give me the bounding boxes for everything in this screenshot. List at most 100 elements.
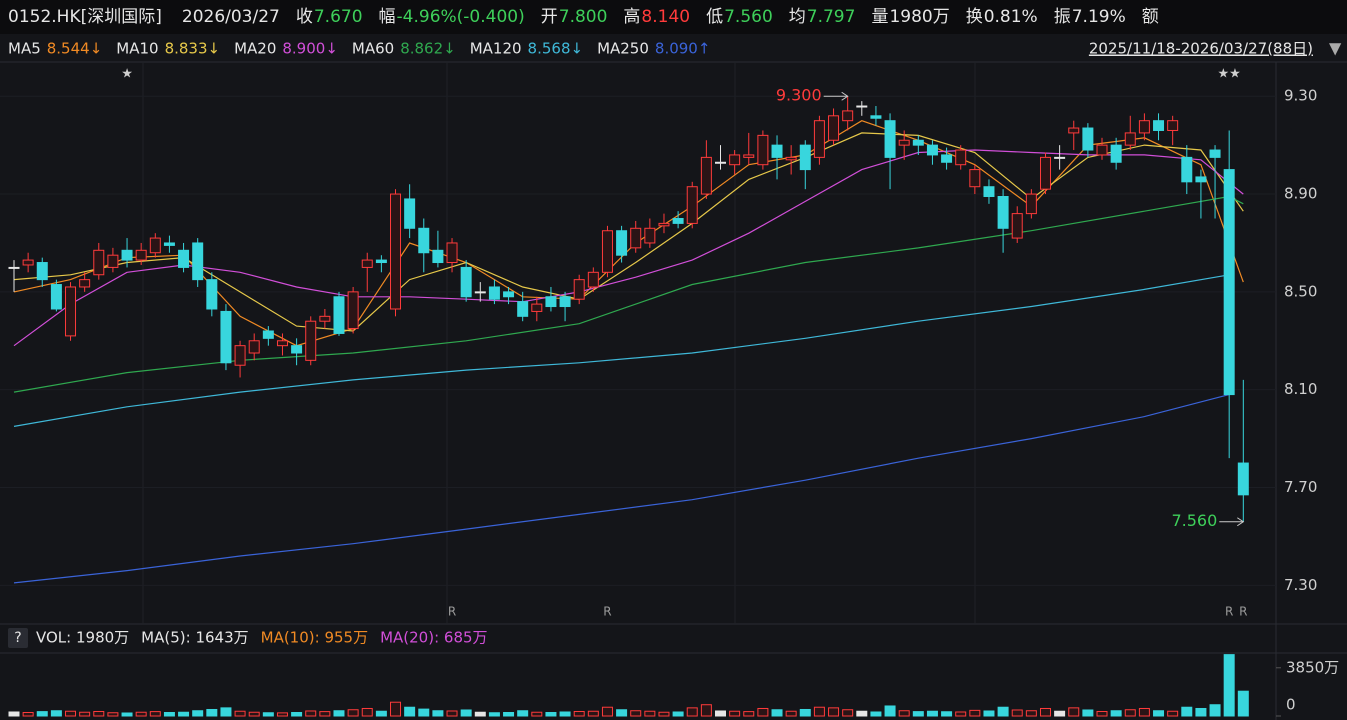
volume-bar xyxy=(107,712,119,717)
candle-body xyxy=(234,345,246,366)
volume-bar xyxy=(601,706,613,717)
candle-body xyxy=(983,186,995,197)
volume-bar xyxy=(220,707,232,717)
candle-body xyxy=(955,149,967,166)
volume-bar xyxy=(630,710,642,717)
candle-body xyxy=(390,193,402,310)
volume-bar xyxy=(828,707,840,717)
ma-name: MA60 xyxy=(352,40,394,58)
ma-value: 8.568↓ xyxy=(528,40,584,58)
annotation: 9.300 xyxy=(776,86,822,105)
volume-bar xyxy=(842,709,854,717)
volume-bar xyxy=(799,708,811,717)
candle-body xyxy=(1068,127,1080,134)
candle-body xyxy=(941,154,953,163)
candle-body xyxy=(8,266,20,269)
candle-body xyxy=(1096,144,1108,156)
vol-legend: MA(20): 685万 xyxy=(380,629,487,647)
candle-body xyxy=(305,320,317,361)
volume-bar xyxy=(658,711,670,717)
candle-body xyxy=(573,279,585,300)
volume-bar xyxy=(1025,710,1037,717)
volume-bar xyxy=(997,706,1009,717)
candle-body xyxy=(517,301,529,317)
volume-bar xyxy=(121,712,133,717)
volume-bar xyxy=(1039,707,1051,717)
candle-body xyxy=(149,237,161,254)
volume-bar xyxy=(700,704,712,717)
candle-body xyxy=(1011,213,1023,239)
volume-bar xyxy=(1153,710,1165,717)
candle-body xyxy=(799,144,811,171)
volume-bar xyxy=(870,711,882,717)
ma-name: MA5 xyxy=(8,40,41,58)
volume-bar xyxy=(1195,707,1207,717)
volume-bar xyxy=(1167,710,1179,717)
candle-body xyxy=(488,286,500,300)
symbol: 0152.HK[深圳国际] xyxy=(8,7,162,27)
candle-body xyxy=(601,230,613,273)
volume-bar xyxy=(531,711,543,717)
volume-bar xyxy=(488,712,500,717)
volume-bar xyxy=(1237,690,1249,717)
quote-label: 高 xyxy=(623,7,640,27)
volume-bar xyxy=(715,710,726,717)
quote-value: 7.560 xyxy=(724,7,773,27)
volume-bar xyxy=(333,710,345,717)
volume-bar xyxy=(1209,704,1221,717)
volume-bar xyxy=(926,710,938,717)
volume-bar xyxy=(545,711,557,717)
volume-bar xyxy=(686,707,698,717)
candle-body xyxy=(375,259,387,264)
volume-bar xyxy=(912,711,924,717)
candle-body xyxy=(1054,156,1066,159)
candle-body xyxy=(771,144,783,158)
volume-bar xyxy=(941,711,953,717)
volume-bar xyxy=(1124,709,1136,717)
candle-body xyxy=(785,156,797,161)
top-mark: ★★ xyxy=(1218,67,1241,82)
quote-label: 量 xyxy=(871,7,888,27)
volume-bar xyxy=(234,710,246,717)
candle-body xyxy=(503,291,515,298)
y-tick-label: 8.10 xyxy=(1284,380,1317,398)
y-tick-label: 3850万 xyxy=(1286,658,1339,676)
candle-body xyxy=(276,340,288,347)
candle-body xyxy=(1039,156,1051,190)
volume-bar xyxy=(22,711,34,717)
candle-body xyxy=(1195,176,1207,183)
candle-body xyxy=(1167,120,1179,131)
ma-value: 8.862↓ xyxy=(400,40,456,58)
volume-bar xyxy=(771,709,783,717)
candle-body xyxy=(262,330,274,339)
candle-body xyxy=(969,169,981,188)
candle-body xyxy=(333,296,345,334)
candle-body xyxy=(474,291,486,294)
volume-bar xyxy=(1138,707,1150,717)
quote-value: 7.797 xyxy=(807,7,856,27)
candle-body xyxy=(121,249,133,261)
candle-body xyxy=(856,105,868,108)
dropdown-icon[interactable]: ▼ xyxy=(1329,39,1342,58)
annotation-arrowhead xyxy=(1237,517,1245,527)
volume-bar xyxy=(8,711,20,717)
y-tick-label: 7.70 xyxy=(1284,478,1317,496)
candle-body xyxy=(460,266,472,298)
candle-body xyxy=(361,259,373,268)
volume-bar xyxy=(856,710,868,717)
quote-value: -4.96%(-0.400) xyxy=(397,7,525,27)
candle-body xyxy=(658,222,670,227)
bottom-mark: R xyxy=(448,605,456,619)
bottom-mark: R xyxy=(1225,605,1233,619)
candle-body xyxy=(870,115,882,119)
ma-name: MA10 xyxy=(116,40,158,58)
y-tick-label: 0 xyxy=(1286,696,1296,714)
volume-bar xyxy=(785,710,797,717)
candle-body xyxy=(715,161,726,164)
candle-body xyxy=(107,254,119,268)
volume-bar xyxy=(460,709,472,717)
quote-label: 均 xyxy=(789,7,806,27)
candle-body xyxy=(36,262,48,281)
volume-bar xyxy=(65,710,77,717)
